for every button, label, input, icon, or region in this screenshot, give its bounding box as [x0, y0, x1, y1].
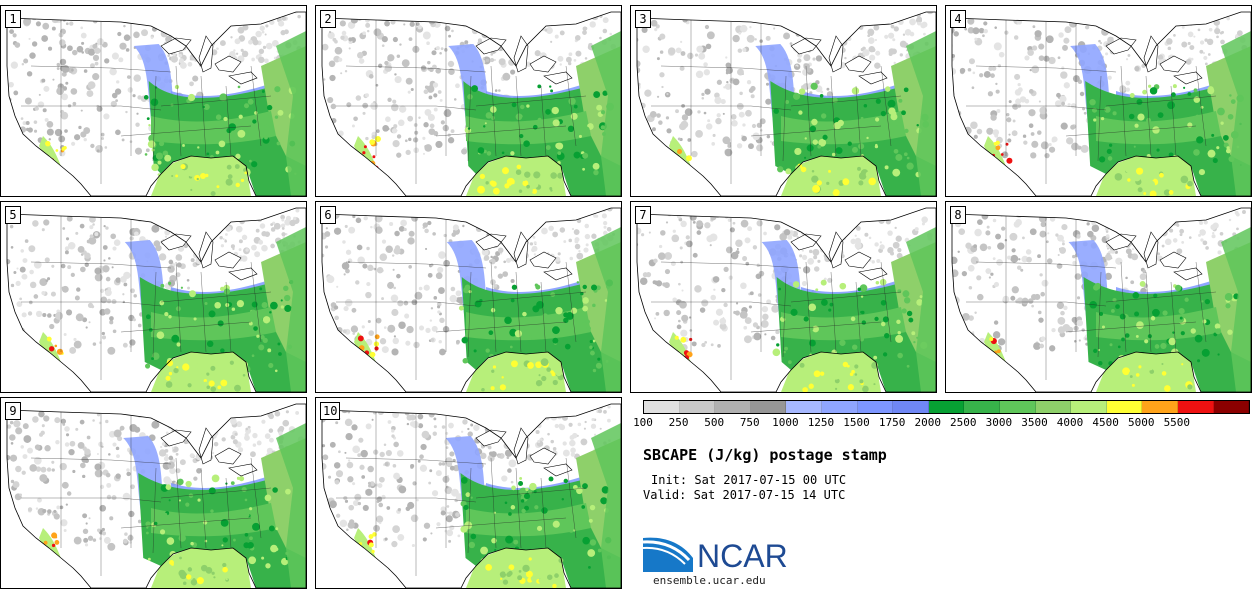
colorbar-swatch — [1142, 401, 1178, 413]
sbcape-map — [316, 398, 621, 588]
valid-time: Valid: Sat 2017-07-15 14 UTC — [643, 488, 846, 502]
panel-member-4[interactable]: 4 — [945, 5, 1252, 197]
panel-member-3[interactable]: 3 — [630, 5, 937, 197]
panel-member-2[interactable]: 2 — [315, 5, 622, 197]
ncar-logo[interactable]: NCAR — [643, 532, 803, 576]
sbcape-map — [316, 6, 621, 196]
colorbar-swatch — [644, 401, 680, 413]
colorbar-swatch — [750, 401, 787, 413]
colorbar-tick: 250 — [668, 416, 689, 429]
page-title: SBCAPE (J/kg) postage stamp — [643, 446, 887, 464]
colorbar-tick: 2500 — [950, 416, 977, 429]
colorbar-tick: 1500 — [843, 416, 870, 429]
init-time: Init: Sat 2017-07-15 00 UTC — [651, 473, 847, 487]
panel-label: 2 — [320, 10, 336, 28]
sbcape-map — [631, 6, 936, 196]
panel-label: 3 — [635, 10, 651, 28]
colorbar-swatch — [1035, 401, 1072, 413]
colorbar-tick: 750 — [739, 416, 760, 429]
colorbar-swatch — [1071, 401, 1107, 413]
panel-member-10[interactable]: 10 — [315, 397, 622, 589]
sbcape-map — [1, 202, 306, 392]
panel-member-9[interactable]: 9 — [0, 397, 307, 589]
panel-label: 9 — [5, 402, 21, 420]
sbcape-map — [1, 6, 306, 196]
panel-member-8[interactable]: 8 — [945, 201, 1252, 393]
panel-label: 1 — [5, 10, 21, 28]
sbcape-map — [316, 202, 621, 392]
colorbar-swatch — [821, 401, 858, 413]
colorbar-tick: 1750 — [878, 416, 906, 429]
colorbar-swatch — [999, 401, 1036, 413]
sbcape-map — [946, 6, 1251, 196]
colorbar-tick: 1250 — [807, 416, 835, 429]
colorbar-tick: 3000 — [985, 416, 1013, 429]
colorbar-swatch — [1213, 401, 1250, 413]
colorbar-swatch — [893, 401, 929, 413]
colorbar-swatch — [964, 401, 1000, 413]
panel-member-1[interactable]: 1 — [0, 5, 307, 197]
colorbar-tick: 100 — [633, 416, 653, 429]
panel-label: 10 — [320, 402, 341, 420]
colorbar-tick: 4500 — [1092, 416, 1119, 429]
colorbar-tick: 500 — [704, 416, 725, 429]
ensemble-link[interactable]: ensemble.ucar.edu — [653, 574, 766, 587]
sbcape-map — [631, 202, 936, 392]
ncar-logo-text: NCAR — [697, 538, 788, 574]
colorbar-swatch — [928, 401, 965, 413]
colorbar-tick: 5500 — [1163, 416, 1191, 429]
panel-member-5[interactable]: 5 — [0, 201, 307, 393]
colorbar-tick: 4000 — [1056, 416, 1084, 429]
colorbar-tick: 5000 — [1127, 416, 1155, 429]
colorbar-swatch — [1177, 401, 1214, 413]
sbcape-map — [946, 202, 1251, 392]
colorbar-tick: 1000 — [772, 416, 799, 429]
colorbar-swatch — [857, 401, 894, 413]
panel-label: 8 — [950, 206, 966, 224]
colorbar-tick: 3500 — [1021, 416, 1048, 429]
colorbar-swatch — [786, 401, 822, 413]
colorbar-tick: 2000 — [914, 416, 941, 429]
ncar-logo-icon — [643, 537, 693, 572]
panel-label: 6 — [320, 206, 336, 224]
colorbar-swatch — [715, 401, 751, 413]
panel-member-7[interactable]: 7 — [630, 201, 937, 393]
panel-label: 7 — [635, 206, 651, 224]
colorbar-swatch — [1106, 401, 1143, 413]
colorbar-swatch — [679, 401, 716, 413]
panel-member-6[interactable]: 6 — [315, 201, 622, 393]
panel-label: 5 — [5, 206, 21, 224]
colorbar — [643, 400, 1250, 414]
sbcape-map — [1, 398, 306, 588]
panel-label: 4 — [950, 10, 966, 28]
